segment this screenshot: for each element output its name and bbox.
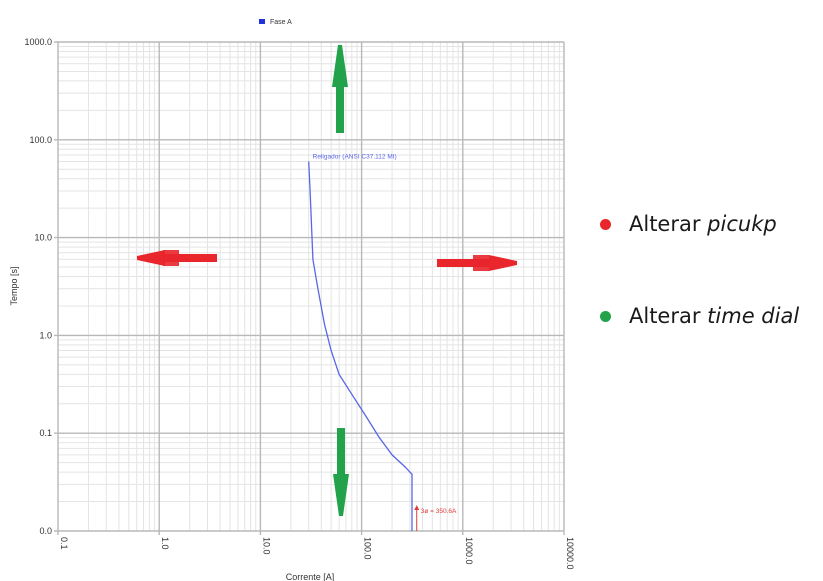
x-axis-label: Corrente [A] bbox=[286, 572, 335, 581]
annotation-layer: 3ø = 350.6A bbox=[414, 505, 457, 531]
red-dot-icon bbox=[600, 218, 611, 230]
x-tick-label: 1000.0 bbox=[464, 537, 474, 565]
tick-labels: 0.1 1.0 10.0 100.0 1000.0 10000.0 0.0 0.1 1.0 10.… bbox=[24, 37, 575, 570]
x-tick-label: 100.0 bbox=[363, 537, 373, 560]
series-layer: Religador (ANSI C37.112 MI) bbox=[308, 153, 413, 531]
green-arrow-icon bbox=[333, 428, 349, 516]
x-tick-label: 1.0 bbox=[160, 537, 170, 550]
series-line bbox=[308, 161, 413, 531]
tcc-chart: Religador (ANSI C37.112 MI) 3ø = 350.6A … bbox=[9, 19, 575, 581]
fault-current-label: 3ø = 350.6A bbox=[421, 508, 457, 515]
x-tick-label: 0.1 bbox=[59, 537, 69, 550]
chart-legend: Fase A bbox=[259, 19, 292, 26]
side-legend-label: Alterar time dial bbox=[629, 304, 800, 328]
major-grid bbox=[54, 41, 565, 535]
green-arrow-icon bbox=[332, 45, 348, 133]
red-arrow-icon bbox=[163, 250, 179, 266]
red-arrow-icon bbox=[473, 255, 489, 271]
legend-swatch bbox=[259, 19, 265, 24]
series-curve-label: Religador (ANSI C37.112 MI) bbox=[313, 153, 397, 160]
side-legend-item-time-dial: Alterar time dial bbox=[600, 304, 799, 328]
y-tick-label: 0.0 bbox=[39, 526, 52, 536]
y-tick-label: 1.0 bbox=[39, 330, 52, 340]
side-legend-label: Alterar picukp bbox=[629, 212, 777, 236]
legend-entry: Fase A bbox=[270, 19, 292, 26]
minor-grid bbox=[58, 42, 564, 531]
y-tick-label: 100.0 bbox=[29, 135, 52, 145]
marker-arrow-icon bbox=[414, 505, 420, 511]
y-axis-label: Tempo [s] bbox=[9, 266, 19, 305]
y-tick-label: 10.0 bbox=[34, 233, 52, 243]
side-legend-item-pickup: Alterar picukp bbox=[600, 212, 777, 236]
y-tick-label: 0.1 bbox=[39, 428, 52, 438]
y-tick-label: 1000.0 bbox=[24, 37, 52, 47]
x-tick-label: 10.0 bbox=[261, 537, 271, 555]
adjust-arrows bbox=[137, 45, 517, 516]
green-dot-icon bbox=[600, 310, 611, 322]
x-tick-label: 10000.0 bbox=[565, 537, 575, 570]
